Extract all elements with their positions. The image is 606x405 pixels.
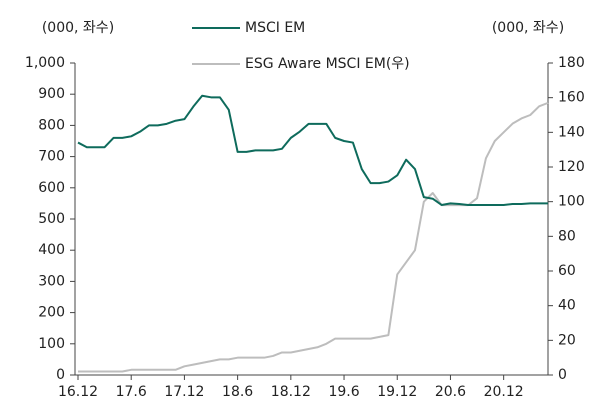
y2-tick-label: 160 — [558, 90, 585, 106]
x-tick-label: 18.12 — [271, 384, 311, 400]
y-tick-label: 300 — [38, 273, 65, 289]
y-tick-label: 400 — [38, 242, 65, 258]
x-tick-label: 20.6 — [435, 384, 466, 400]
y-tick-label: 900 — [38, 86, 65, 102]
x-tick-label: 19.12 — [377, 384, 417, 400]
x-tick-label: 20.12 — [484, 384, 524, 400]
series-line — [77, 94, 548, 206]
x-tick-label: 19.6 — [328, 384, 359, 400]
y2-tick-label: 140 — [558, 124, 585, 140]
y-tick-label: 1,000 — [25, 55, 65, 71]
y-tick-label: 700 — [38, 149, 65, 165]
x-tick-label: 16.12 — [58, 384, 98, 400]
y2-tick-label: 20 — [558, 332, 576, 348]
y2-tick-label: 120 — [558, 159, 585, 175]
x-tick-label: 17.6 — [116, 384, 147, 400]
y2-unit-label: (000, 좌수) — [492, 20, 564, 36]
x-tick-label: 18.6 — [222, 384, 253, 400]
x-tick-label: 17.12 — [164, 384, 204, 400]
y2-tick-label: 40 — [558, 298, 576, 314]
series-line — [78, 101, 549, 373]
y2-tick-label: 100 — [558, 194, 585, 210]
y2-tick-label: 0 — [558, 367, 567, 383]
y-tick-label: 500 — [38, 211, 65, 227]
legend-label: ESG Aware MSCI EM(우) — [245, 56, 410, 72]
y-tick-label: 600 — [38, 180, 65, 196]
y-tick-label: 800 — [38, 117, 65, 133]
y2-tick-label: 80 — [558, 228, 576, 244]
y-tick-label: 100 — [38, 336, 65, 352]
y-tick-label: 200 — [38, 305, 65, 321]
y-tick-label: 0 — [56, 367, 65, 383]
y-unit-label: (000, 좌수) — [42, 20, 114, 36]
y2-tick-label: 60 — [558, 263, 576, 279]
y2-tick-label: 180 — [558, 55, 585, 71]
legend-label: MSCI EM — [245, 20, 305, 36]
